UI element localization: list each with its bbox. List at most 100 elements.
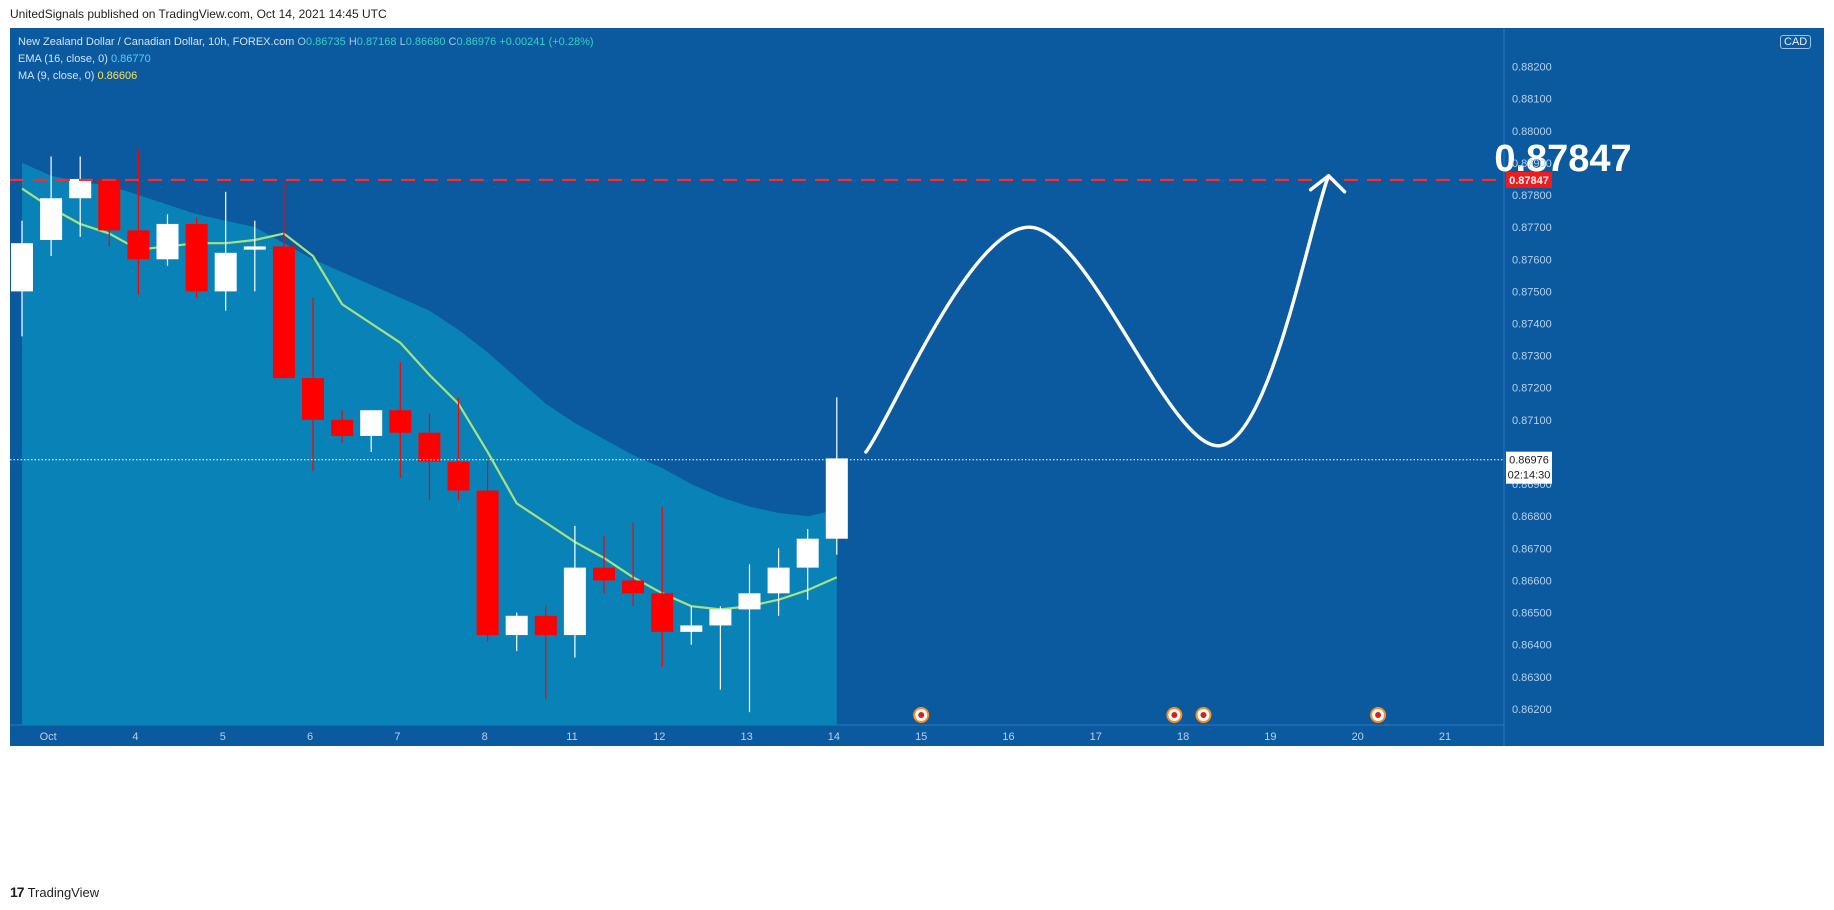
candle-body-4 [127,230,150,260]
x-tick-label-2: 5 [220,731,226,743]
candle-body-25 [738,593,761,610]
y-tick-label-17: 0.86400 [1512,640,1552,652]
x-tick-label-7: 12 [653,731,665,743]
event-ca-flag-icon-dot [1200,712,1207,718]
y-tick-label-2: 0.88000 [1512,126,1552,138]
candle-body-24 [709,609,732,626]
legend-ema-row[interactable]: EMA (16, close, 0) 0.86770 [18,51,594,68]
candle-body-6 [185,223,208,292]
legend-ema-value: 0.86770 [110,53,151,65]
candle-body-13 [389,410,412,433]
legend-low-label: L [399,36,406,48]
x-tick-label-12: 17 [1090,731,1102,743]
y-tick-label-7: 0.87500 [1512,286,1552,298]
y-tick-label-18: 0.86300 [1512,672,1552,684]
candle-body-14 [418,432,441,462]
candle-body-12 [360,410,383,436]
candle-body-26 [767,567,790,594]
candle-body-19 [563,567,586,636]
y-tick-label-9: 0.87300 [1512,351,1552,363]
candle-body-18 [534,615,557,636]
candle-body-3 [98,178,121,231]
event-ca-flag-icon-2-dot [1375,712,1382,718]
candle-body-5 [156,223,179,260]
x-tick-label-8: 13 [740,731,752,743]
legend-ma-value: 0.86606 [97,70,138,82]
candle-body-11 [331,419,354,436]
price-chart[interactable]: 0.87847 0.88200 0.88100 0.88000 0.87900 0.878… [10,28,1824,874]
candle-body-28 [825,458,848,539]
x-tick-label-5: 8 [482,731,488,743]
candle-body-9 [272,246,295,379]
tradingview-logo-icon[interactable]: 17 [10,884,25,900]
x-tick-label-4: 7 [394,731,400,743]
published-header: UnitedSignals published on TradingView.c… [10,7,387,21]
legend-open: 0.86735 [305,36,346,48]
y-tick-label-15: 0.86600 [1512,575,1552,587]
legend-close-label: C [448,36,457,48]
legend-ema-label: EMA (16, close, 0) [18,53,108,65]
x-tick-label-3: 6 [307,731,313,743]
countdown-label: 02:14:30 [1508,470,1551,482]
candle-body-0 [11,243,33,292]
candle-body-15 [447,461,470,491]
legend-close: 0.86976 [456,36,497,48]
x-tick-label-1: 4 [132,731,138,743]
chart-legend: New Zealand Dollar / Canadian Dollar, 10… [18,34,594,85]
current-price-tag-label: 0.86976 [1509,455,1549,467]
y-tick-label-10: 0.87200 [1512,383,1552,395]
legend-symbol-row: New Zealand Dollar / Canadian Dollar, 10… [18,34,594,51]
legend-symbol[interactable]: New Zealand Dollar / Canadian Dollar, 10… [18,36,295,48]
x-tick-label-13: 18 [1177,731,1189,743]
candle-body-22 [651,593,674,632]
candle-body-1 [40,198,63,240]
candle-body-20 [593,567,615,581]
y-tick-label-6: 0.87600 [1512,254,1552,266]
y-tick-label-11: 0.87100 [1512,415,1552,427]
candle-body-8 [243,246,266,250]
legend-change: +0.00241 (+0.28%) [499,36,594,48]
x-tick-label-11: 16 [1002,731,1014,743]
x-tick-label-9: 14 [828,731,840,743]
candle-body-2 [69,178,92,199]
projection-path [864,174,1331,454]
footer-brand[interactable]: TradingView [27,884,100,900]
y-tick-label-13: 0.86800 [1512,511,1552,523]
target-price-tag-label: 0.87847 [1509,175,1549,187]
candle-body-7 [214,252,237,292]
y-tick-label-5: 0.87700 [1512,222,1552,234]
projection-arrowhead [1308,174,1347,194]
legend-low: 0.86680 [405,36,446,48]
y-tick-label-4: 0.87800 [1512,190,1552,202]
x-tick-label-16: 21 [1439,731,1451,743]
y-tick-label-3: 0.87900 [1512,158,1552,170]
legend-open-label: O [297,36,306,48]
candle-body-16 [476,490,499,636]
candle-body-17 [505,615,528,636]
x-tick-label-14: 19 [1264,731,1276,743]
current-price-tag [1506,451,1552,484]
candle-body-10 [302,378,324,420]
chart-area[interactable]: 0.87847 0.88200 0.88100 0.88000 0.87900 0.878… [10,28,1824,874]
event-nz-flag-icon-dot [918,712,925,718]
y-tick-label-1: 0.88100 [1512,94,1552,106]
y-tick-label-8: 0.87400 [1512,319,1552,331]
y-tick-label-0: 0.88200 [1512,62,1552,74]
y-tick-label-19: 0.86200 [1512,704,1552,716]
legend-high: 0.87168 [356,36,397,48]
x-tick-label-6: 11 [566,731,577,743]
event-nz-flag-icon-2-dot [1171,712,1178,718]
x-tick-label-0: Oct [40,731,57,743]
candle-body-21 [622,580,645,594]
candle-body-23 [680,625,703,632]
legend-ma-label: MA (9, close, 0) [18,70,95,82]
y-tick-label-16: 0.86500 [1512,608,1552,620]
footer: 17 TradingView [10,884,99,900]
price-axis-background [1504,28,1824,746]
currency-badge[interactable]: CAD [1780,35,1812,49]
legend-ma-row[interactable]: MA (9, close, 0) 0.86606 [18,68,594,85]
candle-body-27 [796,538,819,568]
legend-high-label: H [348,36,357,48]
x-tick-label-15: 20 [1352,731,1364,743]
y-tick-label-14: 0.86700 [1512,543,1552,555]
